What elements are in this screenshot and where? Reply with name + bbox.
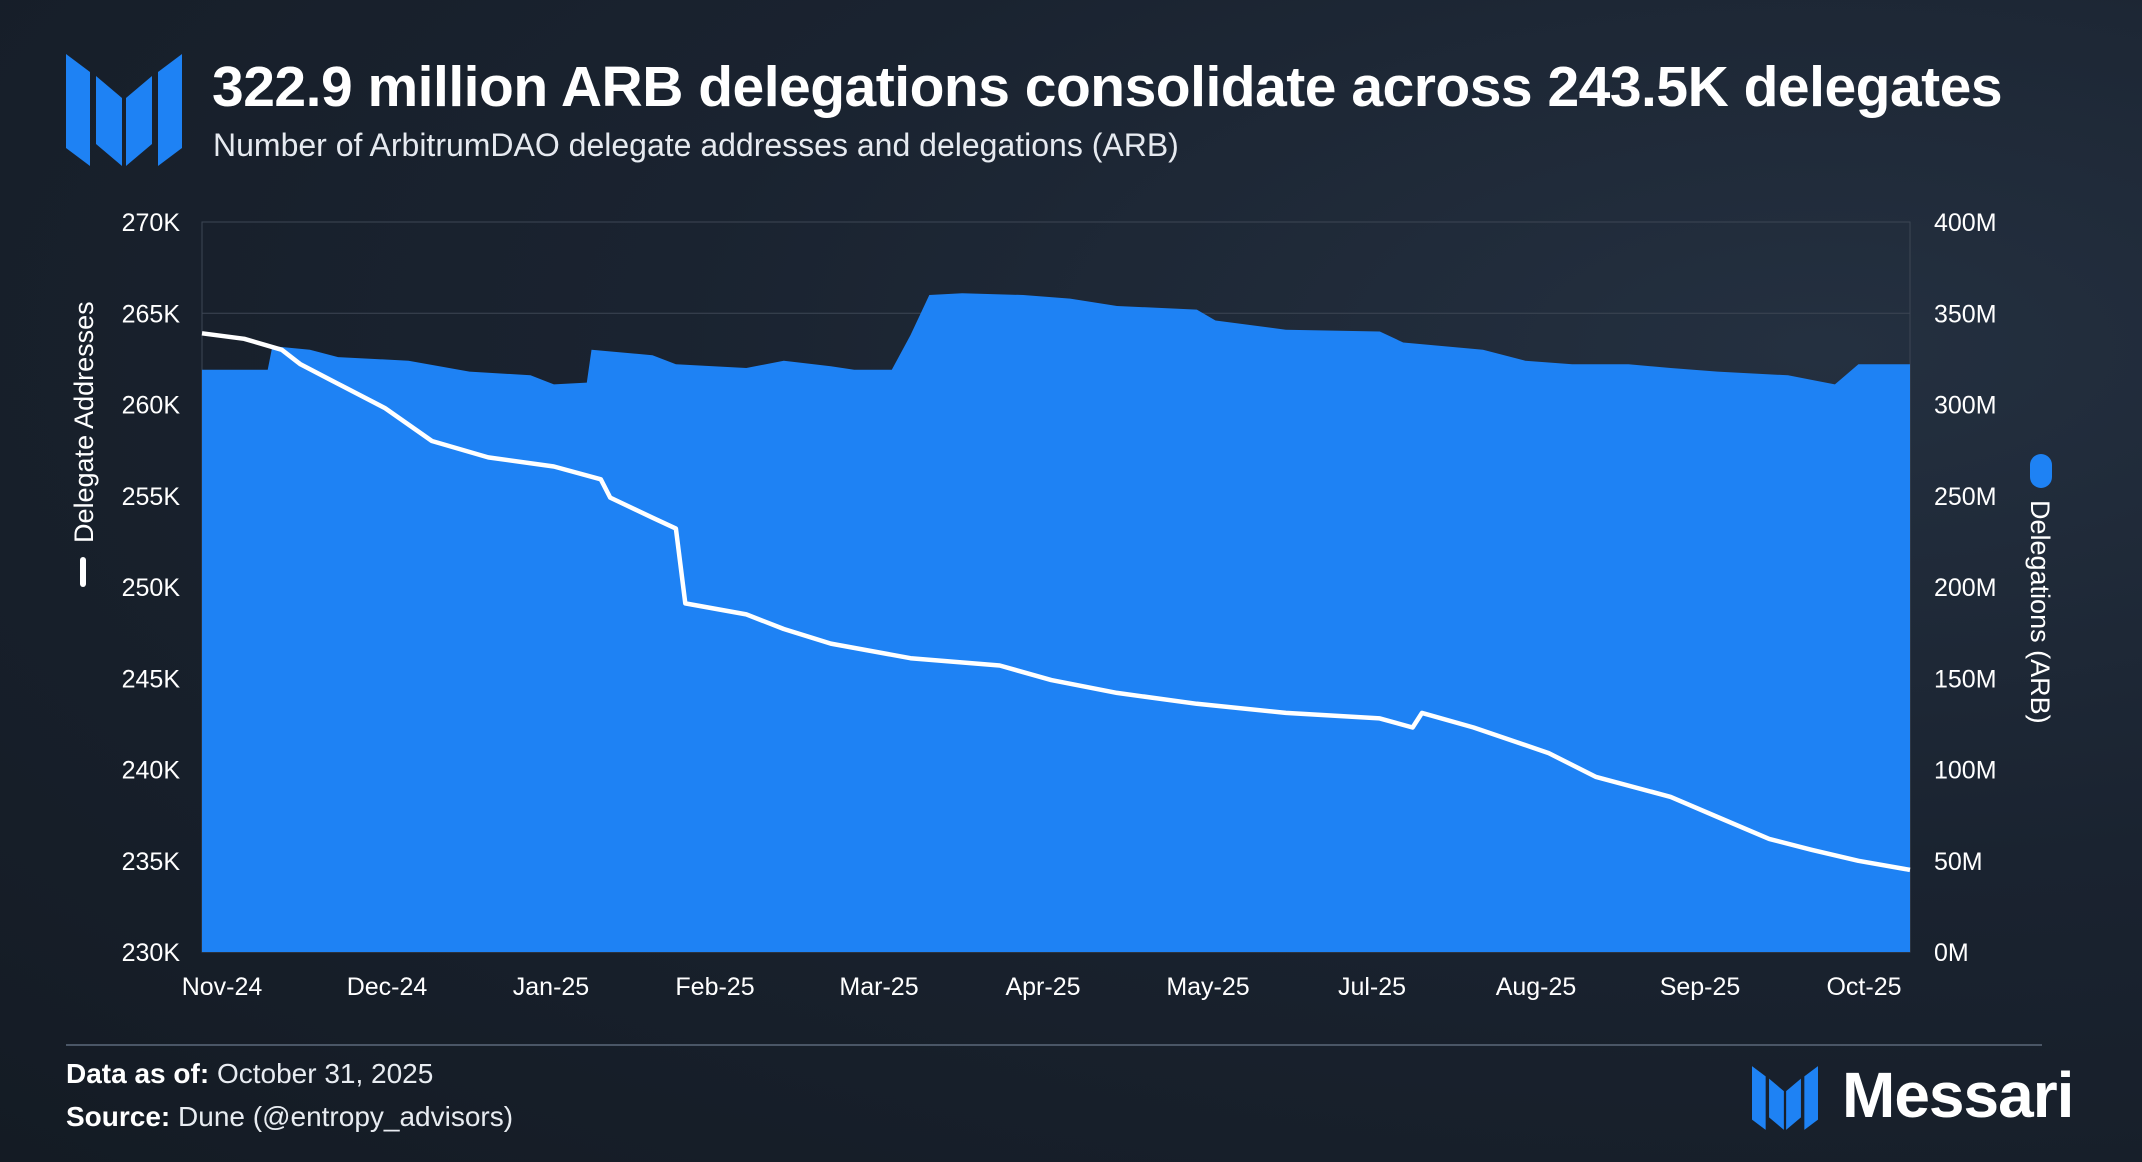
y-right-axis-label: Delegations (ARB) — [2025, 500, 2055, 724]
data-as-of-label: Data as of: — [66, 1058, 210, 1089]
delegations-area — [202, 293, 1910, 952]
brand-name: Messari — [1842, 1059, 2074, 1131]
x-tick-label: Jul-25 — [1338, 973, 1406, 1001]
legend-swatch-area — [2030, 454, 2052, 488]
x-tick-label: Oct-25 — [1826, 973, 1901, 1001]
y-left-tick-label: 245K — [122, 665, 181, 693]
y-left-axis-title: Delegate Addresses — [69, 301, 99, 587]
x-tick-label: Nov-24 — [182, 973, 263, 1001]
brand-lockup: Messari — [1752, 1059, 2074, 1132]
y-left-tick-label: 235K — [122, 848, 181, 876]
chart-subtitle: Number of ArbitrumDAO delegate addresses… — [213, 127, 1179, 163]
y-left-tick-label: 230K — [122, 939, 181, 967]
x-tick-label: Apr-25 — [1005, 973, 1080, 1001]
y-left-tick-label: 240K — [122, 757, 181, 785]
x-tick-label: Feb-25 — [675, 973, 754, 1001]
y-right-tick-label: 400M — [1934, 209, 1997, 237]
y-right-tick-label: 350M — [1934, 300, 1997, 328]
legend-swatch-line — [80, 557, 86, 587]
y-right-tick-label: 250M — [1934, 483, 1997, 511]
data-as-of: Data as of: October 31, 2025 — [66, 1058, 433, 1090]
y-right-tick-label: 150M — [1934, 665, 1997, 693]
y-left-tick-label: 265K — [122, 300, 181, 328]
y-left-tick-label: 260K — [122, 392, 181, 420]
source-value: Dune (@entropy_advisors) — [178, 1101, 514, 1132]
y-right-tick-label: 50M — [1934, 848, 1983, 876]
x-tick-label: Jan-25 — [513, 973, 589, 1001]
chart-title: 322.9 million ARB delegations consolidat… — [212, 55, 2003, 119]
y-right-tick-label: 300M — [1934, 392, 1997, 420]
data-as-of-value: October 31, 2025 — [216, 1058, 434, 1089]
y-left-axis-label: Delegate Addresses — [69, 301, 99, 543]
y-right-tick-label: 200M — [1934, 574, 1997, 602]
y-left-tick-label: 270K — [122, 209, 181, 237]
messari-brand-icon — [1752, 1066, 1818, 1130]
y-right-axis-title: Delegations (ARB) — [2025, 454, 2055, 724]
x-tick-label: Sep-25 — [1660, 973, 1741, 1001]
y-right-tick-label: 100M — [1934, 757, 1997, 785]
x-tick-label: Mar-25 — [839, 973, 918, 1001]
x-tick-label: Aug-25 — [1496, 973, 1577, 1001]
footer-divider — [66, 1044, 2042, 1046]
delegate-addresses-line — [201, 331, 1911, 873]
y-left-tick-label: 250K — [122, 574, 181, 602]
x-tick-label: May-25 — [1166, 973, 1249, 1001]
y-left-tick-label: 255K — [122, 483, 181, 511]
messari-logo-icon — [66, 54, 182, 166]
source-label: Source: — [66, 1101, 171, 1132]
source-note: Source: Dune (@entropy_advisors) — [66, 1101, 513, 1133]
x-tick-label: Dec-24 — [347, 973, 428, 1001]
y-right-tick-label: 0M — [1934, 939, 1969, 967]
